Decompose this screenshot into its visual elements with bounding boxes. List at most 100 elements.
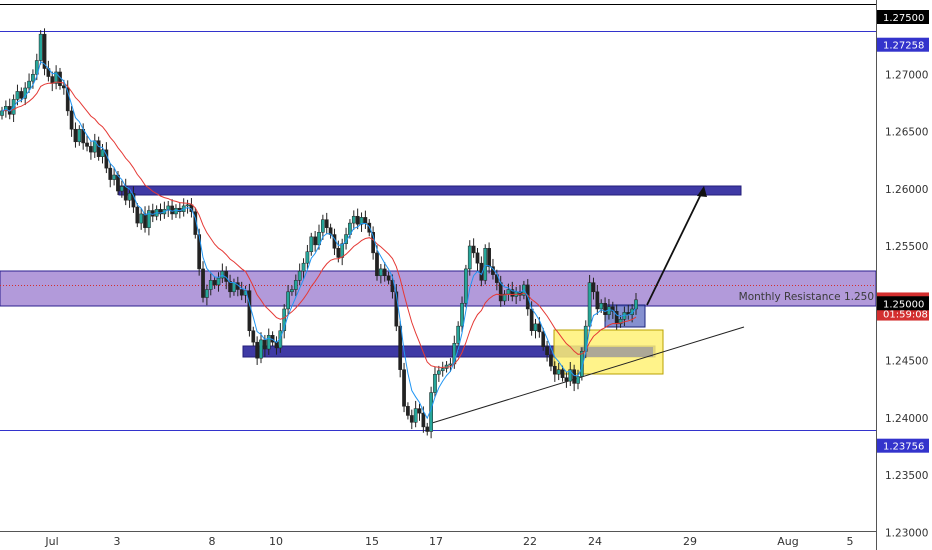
price-tick-label: 1.24000 xyxy=(885,413,928,425)
candle-body xyxy=(313,236,317,246)
projection-arrow-line[interactable] xyxy=(646,189,704,306)
candle-body xyxy=(69,110,74,130)
candle-body xyxy=(603,303,607,315)
candle-body xyxy=(255,341,259,359)
candle-body xyxy=(355,215,360,225)
candle-body xyxy=(290,289,294,293)
candle-body xyxy=(34,60,39,75)
candle-body xyxy=(386,275,391,281)
candle-body xyxy=(42,33,47,69)
candle-body xyxy=(278,330,283,349)
candle-body xyxy=(4,106,8,112)
time-tick-label: 8 xyxy=(209,535,216,548)
candle-body xyxy=(568,369,573,382)
candle-body xyxy=(379,268,383,277)
candle-body xyxy=(599,303,604,310)
candle-body xyxy=(201,268,205,298)
price-tick-label: 1.23500 xyxy=(885,470,928,482)
moving-average-slow xyxy=(1,81,637,368)
candle-body xyxy=(610,306,615,312)
projection-arrowhead xyxy=(697,186,707,197)
candle-body xyxy=(552,365,557,375)
candle-body xyxy=(498,282,503,302)
candle-body xyxy=(50,76,55,84)
candle-body xyxy=(174,207,178,215)
candle-body xyxy=(247,290,252,331)
candle-body xyxy=(170,205,174,215)
candle-body xyxy=(228,281,232,293)
candle-body xyxy=(425,426,430,432)
candle-body xyxy=(31,74,35,82)
time-tick-label: Jul xyxy=(44,535,58,548)
candle-body xyxy=(259,339,263,359)
candle-body xyxy=(394,291,399,327)
candle-body xyxy=(487,248,491,267)
candle-body xyxy=(549,354,553,367)
time-tick-label: 17 xyxy=(429,535,443,548)
time-tick-label: 22 xyxy=(523,535,537,548)
time-tick-label: 5 xyxy=(847,535,854,548)
candle-body xyxy=(147,210,151,228)
candle-body xyxy=(448,363,453,366)
candle-body xyxy=(38,33,43,61)
candle-body xyxy=(96,140,101,157)
candle-body xyxy=(27,80,31,89)
price-tick-label: 1.26500 xyxy=(885,127,928,139)
candle-body xyxy=(398,325,403,370)
time-tick-label: 10 xyxy=(269,535,283,548)
price-tag-label: 1.23756 xyxy=(883,442,924,453)
candle-body xyxy=(618,319,623,325)
candle-body xyxy=(436,370,441,375)
candle-body xyxy=(336,248,341,258)
candle-body xyxy=(212,280,217,286)
candle-body xyxy=(208,280,213,290)
candle-body xyxy=(402,369,406,407)
price-tag-label: 1.25000 xyxy=(883,299,924,310)
candle-body xyxy=(433,373,437,393)
time-tick-label: 3 xyxy=(114,535,121,548)
time-axis-labels: Jul 3 8 10 15 17 22 24 29 Aug 5 xyxy=(44,535,853,548)
candle-body xyxy=(533,323,538,331)
upper-target-band[interactable] xyxy=(118,185,742,196)
candle-body xyxy=(108,167,113,180)
time-tick-label: 15 xyxy=(365,535,379,548)
candle-body xyxy=(460,303,464,327)
candle-body xyxy=(510,289,515,297)
candle-body xyxy=(363,217,368,224)
candle-body xyxy=(467,245,472,270)
candle-body xyxy=(537,323,542,333)
candle-body xyxy=(89,146,93,153)
candle-body xyxy=(251,330,256,343)
ascending-trendline[interactable] xyxy=(431,326,745,424)
consolidation-inner-band xyxy=(580,347,653,357)
candle-body xyxy=(305,251,310,264)
price-tags: 1.275001.272581.2503301:59:081.250001.23… xyxy=(877,10,929,453)
candle-body xyxy=(232,282,236,293)
monthly-resistance-zone[interactable] xyxy=(0,270,877,307)
price-tag-label: 1.27258 xyxy=(883,41,924,52)
candle-body xyxy=(205,289,209,298)
candle-body xyxy=(382,268,387,277)
candle-body xyxy=(282,308,287,331)
candle-body xyxy=(73,128,78,143)
candle-body xyxy=(560,369,565,378)
candle-body xyxy=(471,245,476,254)
time-tick-label: 24 xyxy=(588,535,602,548)
candle-body xyxy=(572,369,576,384)
price-tick-label: 1.23000 xyxy=(885,527,928,539)
candle-body xyxy=(630,308,634,315)
candle-body xyxy=(595,291,600,310)
price-tag-background xyxy=(877,438,929,453)
candle-body xyxy=(309,236,314,252)
candle-body xyxy=(293,280,298,290)
candle-body xyxy=(421,412,426,428)
candle-body xyxy=(406,406,410,416)
horizontal-lines xyxy=(0,4,876,431)
candle-body xyxy=(587,282,592,327)
candle-body xyxy=(351,215,356,224)
candle-body xyxy=(591,282,596,293)
candle-body xyxy=(263,339,267,350)
price-tick-label: 1.25500 xyxy=(885,241,928,253)
candle-body xyxy=(321,219,325,233)
